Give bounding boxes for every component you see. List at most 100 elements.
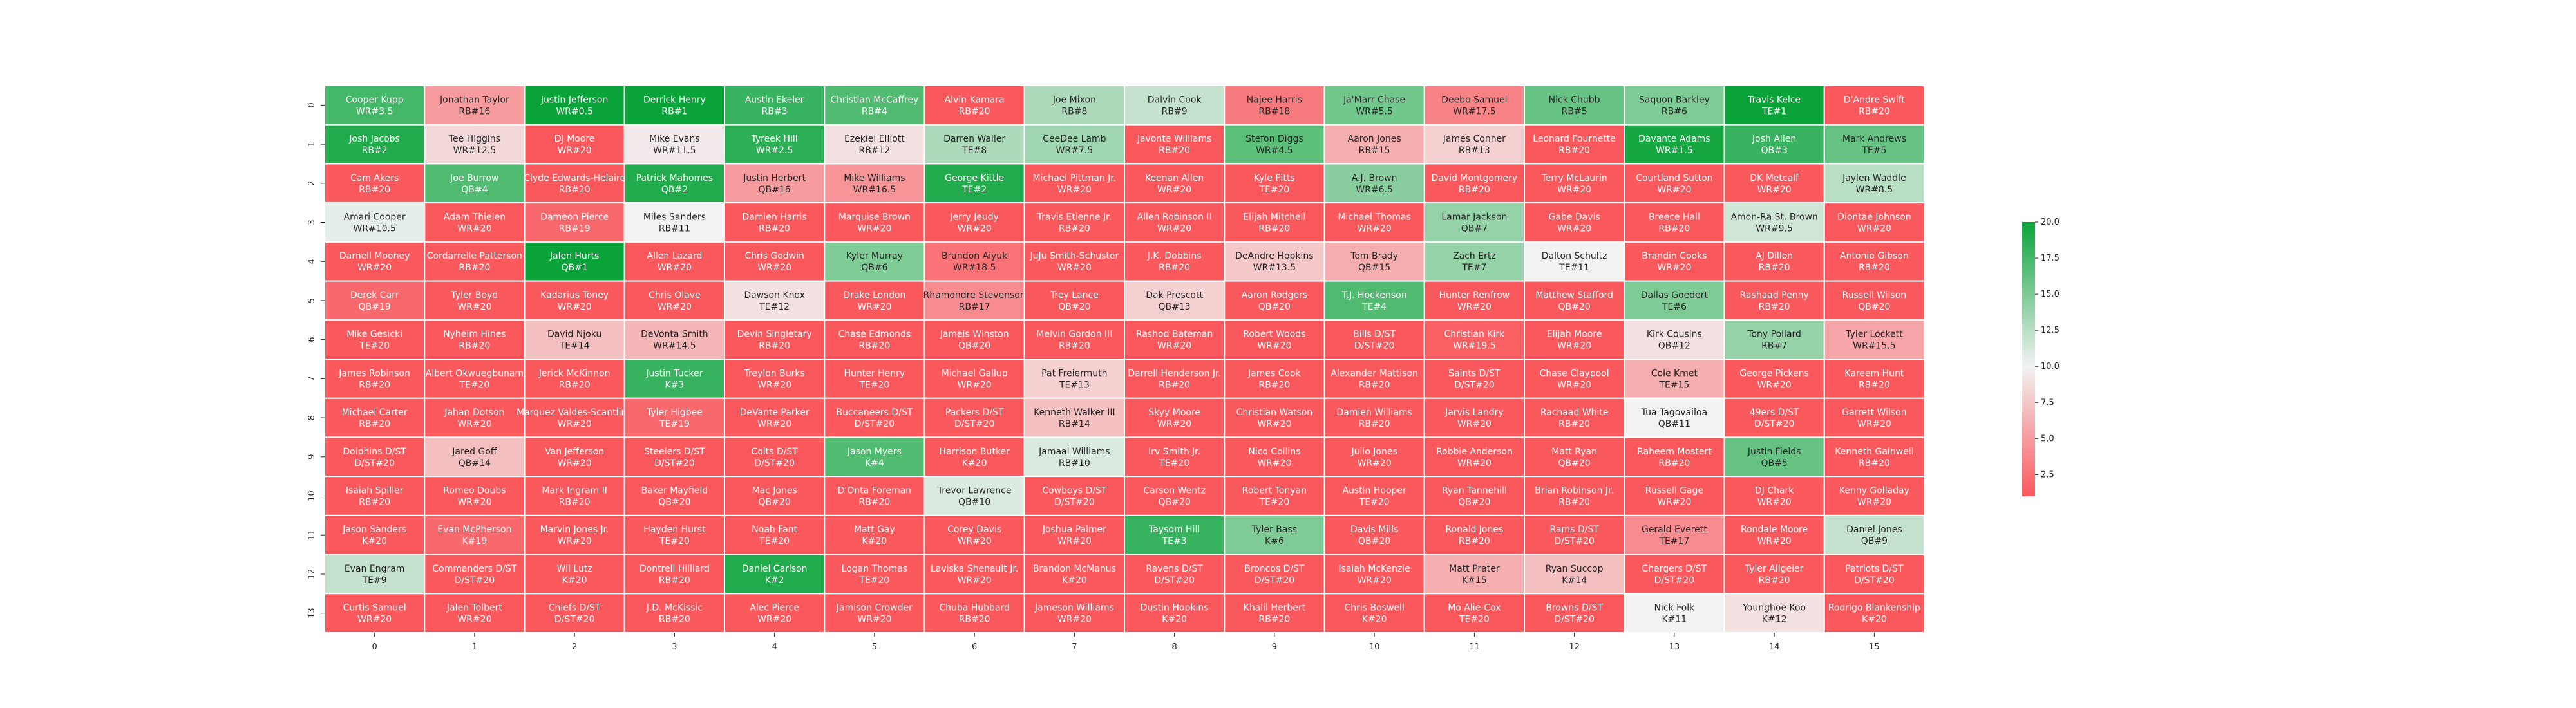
heatmap-cell-rect — [424, 124, 526, 165]
cell-position-rank: QB#20 — [759, 498, 791, 508]
cell-player-name: CeeDee Lamb — [1043, 134, 1106, 144]
heatmap-cell: Packers D/STD/ST#20 — [923, 397, 1025, 438]
cell-position-rank: D/ST#20 — [1654, 575, 1694, 586]
cell-player-name: Derek Carr — [350, 290, 399, 301]
heatmap-cell: Mark Ingram II RB#20 — [524, 476, 625, 516]
cell-position-rank: TE#9 — [362, 575, 387, 586]
colorbar-tick-label: 5.0 — [2041, 434, 2054, 443]
cell-position-rank: RB#20 — [959, 615, 990, 625]
heatmap-cell-rect — [824, 241, 925, 282]
heatmap-cell-rect — [1823, 359, 1925, 399]
cell-player-name: Kyler Murray — [846, 251, 903, 261]
heatmap-cell-rect — [1023, 280, 1125, 321]
cell-position-rank: D/ST#20 — [1054, 498, 1094, 508]
heatmap-cell-rect — [1723, 397, 1825, 438]
heatmap-cell-rect — [1023, 241, 1125, 282]
cell-player-name: JuJu Smith-Schuster — [1029, 251, 1119, 261]
heatmap-cell: Mike Williams WR#16.5 — [824, 163, 925, 204]
heatmap-cell-rect — [1124, 476, 1226, 516]
cell-player-name: Michael Pittman Jr. — [1033, 173, 1117, 183]
heatmap-cell-rect — [1823, 593, 1925, 633]
cell-player-name: George Kittle — [945, 173, 1004, 183]
cell-position-rank: WR#20 — [1157, 185, 1191, 195]
cell-position-rank: RB#18 — [1258, 106, 1290, 116]
cell-position-rank: RB#20 — [1759, 575, 1790, 586]
heatmap-cell-rect — [1323, 476, 1425, 516]
cell-player-name: Russell Gage — [1645, 486, 1703, 496]
cell-player-name: T.J. Hockenson — [1341, 290, 1407, 301]
cell-player-name: Justin Tucker — [645, 368, 703, 378]
heatmap-cell-rect — [1524, 124, 1625, 165]
cell-position-rank: K#11 — [1662, 615, 1687, 625]
heatmap-cell: Jamison Crowder WR#20 — [824, 593, 925, 633]
cell-player-name: Isaiah McKenzie — [1338, 564, 1410, 574]
heatmap-cell: Buccaneers D/STD/ST#20 — [824, 397, 925, 438]
colorbar-gradient — [2022, 222, 2035, 496]
cell-player-name: Joshua Palmer — [1042, 525, 1106, 535]
cell-player-name: Younghoe Koo — [1742, 603, 1806, 613]
cell-player-name: Dameon Pierce — [540, 212, 609, 223]
cell-player-name: Taysom Hill — [1148, 525, 1200, 535]
cell-position-rank: TE#7 — [1461, 263, 1486, 273]
heatmap-cell-rect — [1723, 476, 1825, 516]
cell-position-rank: K#20 — [962, 458, 987, 469]
heatmap-cell-rect — [824, 436, 925, 478]
cell-player-name: Justin Fields — [1747, 447, 1801, 457]
heatmap-cell-rect — [524, 202, 625, 243]
cell-player-name: Justin Jefferson — [540, 95, 609, 105]
heatmap-cell-rect — [623, 436, 725, 478]
heatmap-cell-rect — [1823, 397, 1925, 438]
heatmap-cell-rect — [1124, 319, 1226, 360]
colorbar-tick-label: 17.5 — [2041, 254, 2060, 263]
cell-position-rank: QB#6 — [861, 263, 887, 273]
cell-player-name: Ryan Tannehill — [1442, 486, 1507, 496]
cell-position-rank: RB#5 — [1562, 106, 1587, 116]
cell-player-name: Chase Claypool — [1540, 368, 1609, 378]
heatmap-cell: Baker Mayfield QB#20 — [623, 476, 725, 516]
heatmap-cell-rect — [1823, 241, 1925, 282]
cell-position-rank: QB#11 — [1658, 419, 1690, 429]
cell-position-rank: K#20 — [362, 536, 387, 546]
heatmap-cell: Treylon Burks WR#20 — [724, 359, 826, 399]
cell-player-name: Dallas Goedert — [1641, 290, 1709, 301]
cell-position-rank: TE#19 — [659, 419, 690, 429]
cell-position-rank: WR#4.5 — [1256, 145, 1293, 156]
heatmap-cell: Ravens D/STD/ST#20 — [1124, 554, 1226, 595]
cell-player-name: Jason Sanders — [342, 525, 406, 535]
cell-player-name: Rhamondre Stevenson — [923, 290, 1026, 301]
heatmap-cell-rect — [1323, 514, 1425, 555]
heatmap-cell-rect — [424, 476, 526, 516]
cell-position-rank: RB#13 — [1459, 145, 1490, 156]
cell-position-rank: RB#15 — [1359, 145, 1390, 156]
cell-player-name: Khalil Herbert — [1244, 603, 1306, 613]
cell-position-rank: RB#4 — [862, 106, 887, 116]
heatmap-cell: Trevor Lawrence QB#10 — [923, 476, 1025, 516]
cell-position-rank: WR#20 — [357, 263, 392, 273]
cell-position-rank: QB#20 — [1058, 302, 1090, 312]
cell-position-rank: K#20 — [862, 536, 887, 546]
cell-player-name: Nyheim Hines — [443, 330, 506, 340]
cell-player-name: Chuba Hubbard — [939, 603, 1010, 613]
cell-position-rank: TE#14 — [559, 341, 590, 351]
cell-player-name: Leonard Fournette — [1533, 134, 1616, 144]
cell-position-rank: K#19 — [462, 536, 488, 546]
cell-player-name: Matt Gay — [854, 525, 895, 535]
cell-position-rank: WR#20 — [1657, 498, 1691, 508]
heatmap-cell-rect — [1524, 163, 1625, 204]
